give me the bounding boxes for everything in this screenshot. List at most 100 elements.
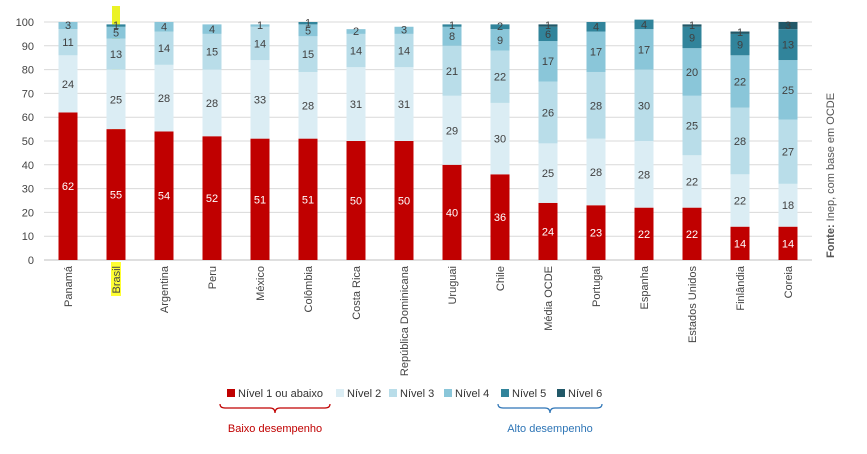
bar-segment (682, 95, 702, 156)
data-label: 1 (737, 27, 743, 39)
data-label: 14 (350, 46, 362, 58)
bar-segment (298, 138, 318, 260)
source-prefix: Fonte: (825, 224, 837, 258)
data-label: 1 (545, 20, 551, 32)
data-label: 36 (494, 212, 506, 224)
bar-segment (106, 24, 126, 27)
bar-stack: 24 25 26 17 61 (538, 20, 558, 260)
data-label: 18 (782, 200, 794, 212)
bar-segment (346, 67, 366, 141)
group-bracket: Baixo desempenho (219, 403, 331, 435)
legend-swatch (227, 389, 235, 397)
data-label: 11 (62, 37, 73, 49)
bar-segment (394, 26, 414, 34)
data-label: 25 (110, 94, 122, 106)
bar-segment (58, 22, 78, 30)
data-label: 1 (449, 20, 455, 32)
bar-segment (58, 55, 78, 113)
data-label: 30 (494, 134, 506, 146)
bar-segment (298, 24, 318, 37)
data-label: 9 (689, 32, 695, 44)
legend-item: Nível 4 (444, 388, 489, 400)
data-label: 4 (593, 22, 599, 34)
bar-segment (778, 60, 798, 120)
group-label: Baixo desempenho (228, 423, 322, 435)
bar-segment (202, 33, 222, 70)
data-label: 28 (590, 167, 602, 179)
bar-segment (538, 26, 558, 42)
y-axis: 0 10 20 30 40 50 60 70 80 90 100 (16, 17, 34, 267)
x-tick-label: Coreia (783, 265, 795, 298)
data-label: 22 (734, 195, 746, 207)
legend-label: Nível 5 (512, 388, 546, 400)
y-tick-label: 40 (22, 160, 34, 172)
x-axis: Panamá Brasil Argentina Peru México Colômbia C… (63, 265, 795, 376)
data-label: 2 (353, 26, 359, 38)
data-label: 26 (542, 107, 554, 119)
data-label: 51 (302, 194, 314, 206)
data-label: 9 (737, 40, 743, 52)
bar-segment (586, 22, 606, 32)
data-label: 52 (206, 193, 218, 205)
x-tick-label: Costa Rica (351, 265, 363, 320)
bar-segment (538, 81, 558, 144)
data-label: 15 (302, 49, 314, 61)
bar-segment (538, 143, 558, 203)
bar-segment (730, 107, 750, 175)
data-label: 22 (494, 72, 506, 84)
bar-segment (154, 31, 174, 65)
legend-label: Nível 1 ou abaixo (238, 388, 323, 400)
data-label: 23 (590, 228, 602, 240)
bar-segment (346, 141, 366, 260)
bracket-line (497, 403, 603, 414)
bar-segment (490, 29, 510, 51)
bar-stack: 51 28 15 51 (298, 17, 318, 260)
legend-label: Nível 4 (455, 388, 489, 400)
bar-segment (730, 31, 750, 34)
bar-stack: 55 25 13 51 (106, 20, 126, 260)
bar-segment (586, 71, 606, 139)
bar-segment (250, 26, 270, 61)
data-label: 1 (257, 20, 263, 32)
data-label: 6 (545, 29, 551, 41)
data-label: 13 (782, 40, 794, 52)
data-label: 13 (110, 49, 122, 61)
bar-segment (394, 67, 414, 141)
y-tick-label: 60 (22, 112, 34, 124)
data-label: 22 (686, 229, 698, 241)
bar-segment (442, 24, 462, 27)
x-tick-label: Colômbia (303, 265, 315, 312)
data-label: 24 (542, 226, 554, 238)
group-label: Alto desempenho (507, 423, 593, 435)
highlight-marker-label (111, 262, 121, 296)
legend-swatch (336, 389, 344, 397)
data-label: 55 (110, 190, 122, 202)
bar-segment (730, 174, 750, 227)
legend-label: Nível 2 (347, 388, 381, 400)
bar-segment (490, 102, 510, 175)
y-tick-label: 90 (22, 41, 34, 53)
bar-segment (202, 136, 222, 260)
bar-segment (442, 45, 462, 96)
data-label: 54 (158, 191, 170, 203)
bar-stack: 51 33 14 1 (250, 20, 270, 260)
data-label: 22 (734, 76, 746, 88)
y-tick-label: 100 (16, 17, 34, 29)
bar-stack: 14 22 28 22 91 (730, 27, 750, 260)
bar-segment (778, 226, 798, 260)
bar-stack: 22 22 25 20 91 (682, 20, 702, 260)
x-tick-label: Argentina (159, 265, 171, 313)
bar-segment (778, 29, 798, 61)
data-label: 3 (65, 20, 71, 32)
data-label: 22 (638, 229, 650, 241)
y-tick-label: 50 (22, 136, 34, 148)
y-tick-label: 70 (22, 88, 34, 100)
data-label: 17 (638, 44, 650, 56)
bar-segment (778, 183, 798, 227)
bar-segment (778, 22, 798, 30)
data-label: 22 (686, 176, 698, 188)
bar-segment (154, 131, 174, 260)
bar-segment (106, 69, 126, 130)
x-tick-label: Média OCDE (543, 266, 555, 331)
data-label: 40 (446, 207, 458, 219)
